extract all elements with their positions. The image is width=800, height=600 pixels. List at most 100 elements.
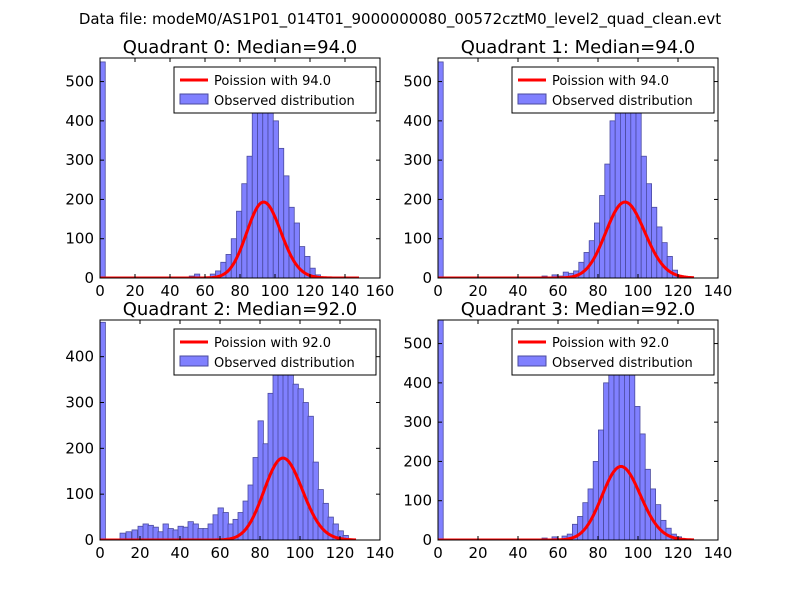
x-tick-label: 20 [468,544,487,562]
y-tick-label: 0 [422,531,432,549]
x-tick-label: 60 [195,282,214,300]
y-tick-label: 400 [403,374,432,392]
legend-hist-label: Observed distribution [214,356,355,371]
histogram-bar [640,155,647,278]
panel-title: Quadrant 1: Median=94.0 [461,37,696,58]
x-tick-label: 20 [125,282,144,300]
y-tick-label: 300 [403,413,432,431]
histogram-bar [635,104,642,278]
legend-curve-label: Poission with 92.0 [552,336,669,351]
x-tick-label: 0 [95,282,105,300]
histogram-bar [592,461,599,540]
histogram-bar [666,255,673,278]
x-tick-label: 160 [366,282,395,300]
histogram-bar [287,356,294,540]
x-tick-label: 80 [230,282,249,300]
histogram-bar [147,524,154,540]
y-tick-label: 500 [403,335,432,353]
legend-hist-swatch [517,93,547,105]
histogram-bar [646,183,653,278]
x-tick-label: 40 [160,282,179,300]
x-tick-label: 120 [326,544,355,562]
histogram-bar [119,532,126,540]
histogram-bar [202,528,209,540]
legend-hist-label: Observed distribution [214,94,355,109]
histogram-bar [217,507,224,540]
histogram-bar [212,514,219,540]
y-tick-label: 500 [403,73,432,91]
panel-title: Quadrant 0: Median=94.0 [123,37,358,58]
histogram-bars [438,320,683,540]
x-tick-label: 120 [664,544,693,562]
histogram-bar [162,523,169,540]
histogram-bar [598,429,605,540]
legend-hist-swatch [179,93,209,105]
y-tick-label: 100 [65,485,94,503]
histogram-bar [177,525,184,540]
poisson-curve [100,456,357,540]
y-tick-label: 0 [84,269,94,287]
y-tick-label: 200 [403,452,432,470]
histogram-bar [182,526,189,540]
histogram-bar [624,374,631,540]
y-tick-label: 100 [403,492,432,510]
histogram-bar [197,528,204,540]
panel-title: Quadrant 2: Median=92.0 [123,299,358,320]
histogram-bar [651,206,658,278]
histogram-bar [192,523,199,540]
histogram-bar [614,108,621,278]
histogram-bar [317,489,324,540]
x-tick-label: 60 [548,544,567,562]
histogram-bar [292,383,299,540]
histogram-bar [187,521,194,540]
legend-hist-label: Observed distribution [552,356,693,371]
histogram-bar [307,415,314,540]
y-tick-label: 100 [65,230,94,248]
histogram-bar [608,366,615,540]
histogram-bar [661,242,668,278]
histogram-bar [272,356,279,540]
histogram-bar [312,461,319,540]
x-tick-label: 60 [210,544,229,562]
histogram-bar [630,92,637,278]
x-tick-label: 80 [588,544,607,562]
legend: Poission with 92.0 Observed distribution [173,328,377,376]
histogram-bar [639,433,646,540]
x-tick-label: 40 [170,544,189,562]
x-tick-label: 140 [366,544,395,562]
histogram-bar [257,420,264,540]
histogram-bar [634,406,641,540]
x-tick-label: 60 [548,282,567,300]
histogram-bar [142,523,149,540]
legend-curve-label: Poission with 94.0 [214,74,331,89]
histogram-bar [278,147,285,278]
legend-curve-label: Poission with 94.0 [552,74,669,89]
histogram-bar [582,502,589,540]
histogram-bar [100,321,106,540]
y-tick-label: 300 [65,394,94,412]
x-tick-label: 100 [286,544,315,562]
x-tick-label: 100 [261,282,290,300]
legend-box [511,66,715,114]
histogram-bar [222,512,229,540]
x-tick-label: 20 [468,282,487,300]
histogram-bar [629,358,636,540]
histogram-bar [252,457,259,540]
histogram-bar [297,388,304,540]
histogram-bar [609,120,616,278]
y-tick-label: 200 [65,190,94,208]
legend: Poission with 94.0 Observed distribution [173,66,377,114]
histogram-bar [603,382,610,540]
histogram-bar [194,273,201,278]
panel-quadrant-0: Quadrant 0: Median=94.0 0 20 40 60 80 100 120 1… [65,37,394,300]
x-tick-label: 120 [664,282,693,300]
panel-quadrant-1: Quadrant 1: Median=94.0 0 20 40 60 80 100 120 1… [403,37,732,300]
histogram-bar [247,484,254,540]
panel-quadrant-2: Quadrant 2: Median=92.0 0 20 40 60 80 100 120 1… [65,299,394,562]
histogram-bars [100,321,349,540]
axis-ticks: 0 20 40 60 80 100 120 140 0 100 200 300 400 500 [403,320,732,562]
x-tick-label: 40 [508,282,527,300]
legend-hist-label: Observed distribution [552,94,693,109]
histogram-bar [283,175,290,278]
